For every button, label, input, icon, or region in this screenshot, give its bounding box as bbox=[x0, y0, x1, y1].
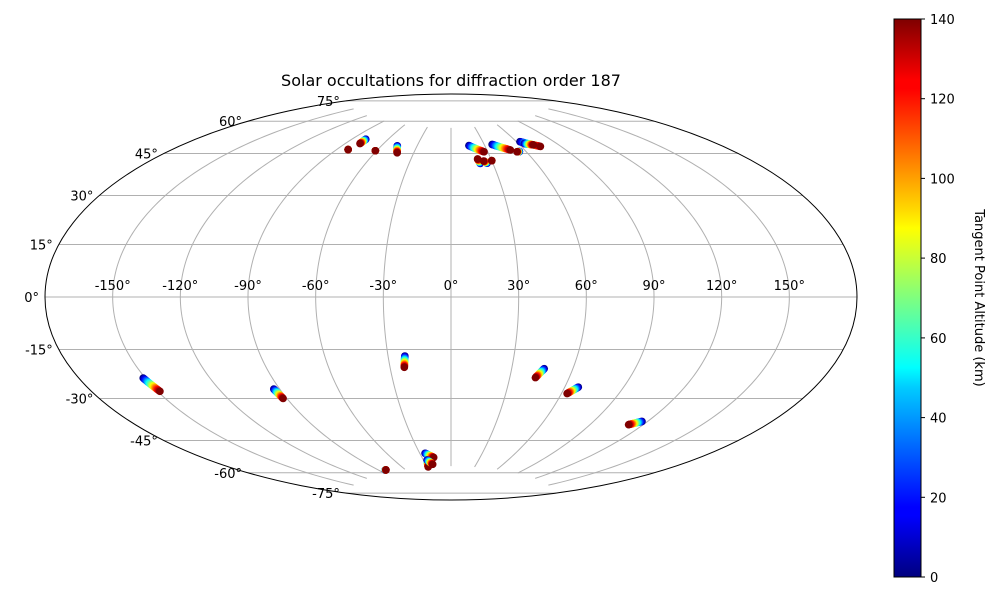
occultation-point bbox=[279, 394, 287, 403]
colorbar-tick-label: 80 bbox=[930, 252, 947, 267]
y-tick-label: 30° bbox=[70, 190, 93, 205]
colorbar-label: Tangent Point Altitude (km) bbox=[971, 208, 986, 386]
colorbar-tick-label: 140 bbox=[930, 13, 955, 28]
occultation-point bbox=[480, 148, 488, 156]
occultation-point bbox=[479, 157, 488, 165]
occultation-track bbox=[423, 456, 437, 469]
occultation-point bbox=[513, 147, 521, 156]
x-tick-label: -120° bbox=[162, 279, 198, 294]
occultation-point bbox=[487, 156, 496, 165]
occultation-track bbox=[400, 352, 409, 372]
y-tick-label: 75° bbox=[317, 95, 340, 110]
y-tick-label: 60° bbox=[219, 115, 242, 130]
occultation-track bbox=[531, 364, 549, 382]
x-tick-label: 90° bbox=[642, 279, 665, 294]
colorbar-tick-label: 120 bbox=[930, 93, 955, 108]
x-tick-label: -30° bbox=[369, 279, 397, 294]
y-tick-label: -60° bbox=[214, 467, 242, 482]
y-tick-label: 15° bbox=[30, 239, 53, 254]
occultation-track bbox=[371, 146, 380, 155]
occultation-point bbox=[473, 155, 482, 163]
occultation-track bbox=[513, 147, 524, 156]
occultation-point bbox=[529, 141, 538, 149]
y-tick-label: -15° bbox=[25, 344, 53, 359]
y-tick-label: -75° bbox=[312, 487, 340, 502]
occultation-track bbox=[520, 139, 538, 149]
x-tick-labels: -150° -120° -90° -60° -30° 0° 30° 60° 90° 120° 150… bbox=[95, 279, 805, 294]
occultation-track bbox=[356, 135, 370, 148]
occultation-point bbox=[536, 142, 545, 151]
x-tick-label: -150° bbox=[95, 279, 131, 294]
x-tick-label: -60° bbox=[302, 279, 330, 294]
colorbar-tick-label: 60 bbox=[930, 332, 947, 347]
occultation-track bbox=[563, 383, 583, 398]
graticule bbox=[45, 100, 857, 494]
occultation-point bbox=[156, 387, 164, 396]
occultation-track bbox=[381, 466, 390, 474]
y-tick-label: 45° bbox=[135, 148, 158, 163]
colorbar-tick-label: 20 bbox=[930, 491, 947, 506]
occultation-track bbox=[269, 385, 287, 403]
chart-title: Solar occultations for diffraction order… bbox=[281, 71, 621, 90]
occultation-track bbox=[344, 145, 352, 154]
colorbar-tick-label: 40 bbox=[930, 412, 947, 427]
colorbar-gradient bbox=[893, 18, 922, 578]
occultation-track bbox=[139, 374, 164, 396]
colorbar: 0 20 40 60 80 100 120 140 Tangent Point Altitud… bbox=[893, 13, 986, 586]
x-tick-label: 0° bbox=[444, 279, 459, 294]
occultation-track bbox=[465, 141, 488, 156]
y-tick-label: -30° bbox=[66, 393, 94, 408]
occultation-track bbox=[488, 140, 515, 154]
occultation-point bbox=[356, 139, 364, 148]
occultation-track bbox=[624, 417, 646, 429]
occultation-point bbox=[382, 466, 390, 474]
x-tick-label: 120° bbox=[706, 279, 737, 294]
occultation-track bbox=[393, 141, 402, 157]
colorbar-tick-label: 0 bbox=[930, 571, 938, 586]
occultation-point bbox=[563, 389, 571, 398]
y-tick-label: -45° bbox=[130, 435, 158, 450]
x-tick-label: 60° bbox=[575, 279, 598, 294]
y-tick-label: 0° bbox=[24, 291, 39, 306]
occultation-point bbox=[428, 460, 437, 469]
occultation-point bbox=[624, 420, 633, 429]
colorbar-tick-label: 100 bbox=[930, 172, 955, 187]
x-tick-label: 150° bbox=[774, 279, 805, 294]
occultation-track bbox=[487, 156, 496, 165]
map-boundary bbox=[44, 93, 858, 501]
occultation-point bbox=[531, 373, 540, 382]
colorbar-ticks: 0 20 40 60 80 100 120 140 bbox=[921, 13, 955, 586]
occultation-point bbox=[371, 146, 380, 155]
x-tick-label: 30° bbox=[507, 279, 530, 294]
occultation-point bbox=[344, 145, 352, 154]
occultation-points bbox=[139, 135, 646, 474]
occultation-point bbox=[393, 149, 401, 157]
occultation-point bbox=[400, 363, 409, 372]
x-tick-label: -90° bbox=[234, 279, 262, 294]
occultation-point bbox=[506, 146, 515, 154]
